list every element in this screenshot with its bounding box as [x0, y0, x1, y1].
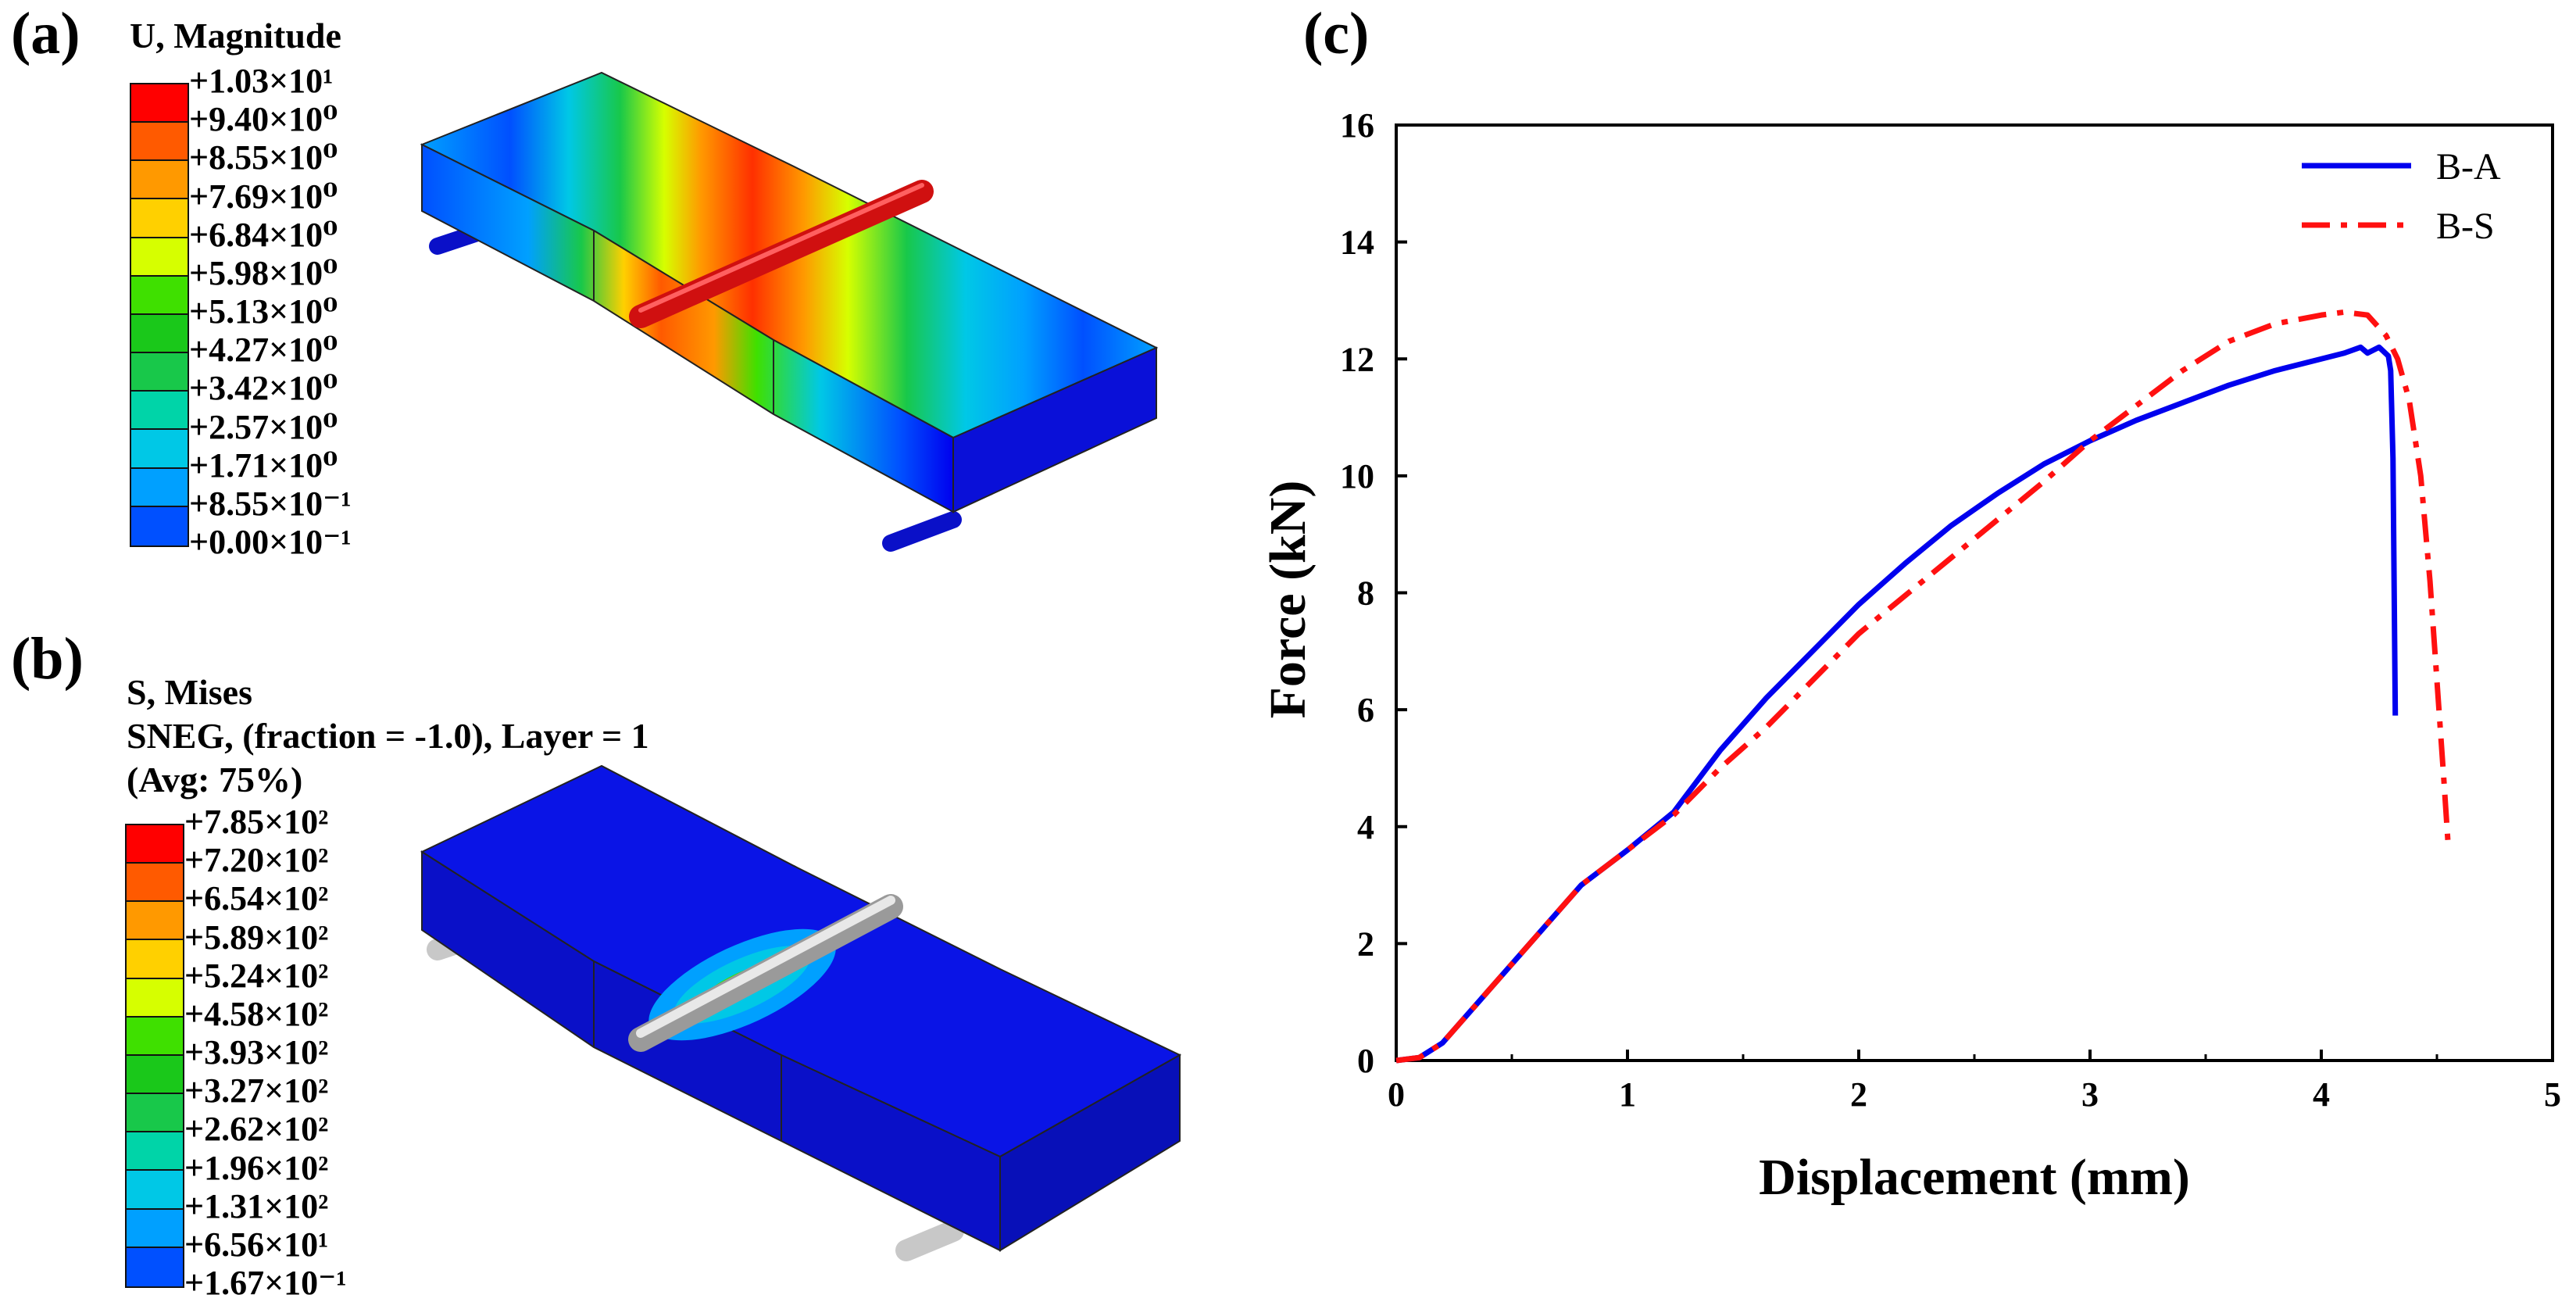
y-tick-label: 4 — [1357, 808, 1374, 846]
colorbar-tick-label: +7.20×10² — [184, 841, 329, 880]
colorbar-cell — [131, 506, 188, 545]
panel-a-legend-title: U, Magnitude — [130, 16, 341, 55]
colorbar-tick-label: +3.93×10² — [184, 1033, 329, 1071]
colorbar-tick-label: +3.27×10² — [184, 1071, 329, 1111]
colorbar-cell — [127, 1055, 183, 1095]
panel-a-label: (a) — [11, 1, 80, 66]
colorbar-tick-label: +8.55×10⁻¹ — [189, 484, 352, 523]
y-tick-label: 6 — [1357, 691, 1374, 729]
y-tick-label: 16 — [1340, 106, 1374, 145]
colorbar-tick-label: +7.69×10⁰ — [189, 177, 338, 216]
x-tick-label: 1 — [1619, 1075, 1636, 1114]
colorbar-cell — [127, 978, 183, 1018]
panel-b-legend-title-line-2: SNEG, (fraction = -1.0), Layer = 1 — [127, 716, 649, 756]
colorbar-tick-label: +3.42×10⁰ — [189, 369, 338, 408]
colorbar-tick-label: +1.71×10⁰ — [189, 445, 338, 485]
panel-b-legend-title-line-1: S, Mises — [127, 672, 252, 712]
colorbar-cell — [127, 1209, 183, 1248]
colorbar-tick-label: +9.40×10⁰ — [189, 100, 338, 139]
colorbar-cell — [131, 199, 188, 238]
colorbar-cell — [127, 1247, 183, 1286]
colorbar-tick-label: +5.98×10⁰ — [189, 253, 338, 292]
panel-b-colorbar — [125, 824, 184, 1288]
y-tick-label: 10 — [1340, 457, 1374, 495]
y-tick-label: 2 — [1357, 925, 1374, 963]
colorbar-cell — [131, 392, 188, 431]
colorbar-cell — [131, 84, 188, 123]
x-tick-label: 4 — [2313, 1075, 2330, 1114]
colorbar-cell — [127, 940, 183, 979]
panel-b-beam-contour — [420, 764, 1182, 1261]
legend-label: B-S — [2436, 206, 2495, 247]
legend-label: B-A — [2436, 146, 2501, 188]
series-line-b-s — [1395, 309, 2452, 1064]
colorbar-cell — [131, 161, 188, 200]
colorbar-cell — [131, 314, 188, 354]
y-tick-label: 8 — [1357, 574, 1374, 613]
panel-c-label: (c) — [1303, 1, 1370, 66]
y-tick-label: 0 — [1357, 1042, 1374, 1080]
x-axis-label: Displacement (mm) — [1759, 1149, 2190, 1206]
y-tick-label: 14 — [1340, 224, 1374, 262]
colorbar-tick-label: +6.54×10² — [184, 879, 329, 918]
x-tick-label: 2 — [1850, 1075, 1867, 1114]
colorbar-tick-label: +1.31×10² — [184, 1186, 329, 1225]
colorbar-tick-label: +6.56×10¹ — [184, 1225, 329, 1264]
colorbar-tick-label: +1.96×10² — [184, 1148, 329, 1187]
colorbar-tick-label: +5.13×10⁰ — [189, 292, 338, 331]
colorbar-tick-label: +6.84×10⁰ — [189, 215, 338, 254]
colorbar-tick-label: +8.55×10⁰ — [189, 138, 338, 177]
colorbar-tick-label: +7.85×10² — [184, 803, 329, 841]
colorbar-cell — [127, 1171, 183, 1210]
plot-area-frame — [1395, 123, 2554, 1062]
colorbar-cell — [131, 276, 188, 315]
colorbar-cell — [127, 1132, 183, 1171]
colorbar-cell — [131, 238, 188, 277]
colorbar-tick-label: +2.62×10² — [184, 1110, 329, 1149]
x-tick-label: 3 — [2081, 1075, 2099, 1114]
panel-a-beam-contour — [420, 71, 1159, 552]
colorbar-cell — [131, 123, 188, 162]
y-axis-label: Force (kN) — [1259, 481, 1317, 719]
colorbar-tick-label: +2.57×10⁰ — [189, 407, 338, 446]
colorbar-cell — [131, 468, 188, 507]
colorbar-cell — [127, 825, 183, 864]
x-tick-label: 0 — [1388, 1075, 1405, 1114]
colorbar-cell — [127, 1094, 183, 1133]
panel-a-colorbar — [130, 83, 189, 547]
colorbar-cell — [127, 1017, 183, 1056]
colorbar-tick-label: +4.27×10⁰ — [189, 331, 338, 370]
y-tick-label: 12 — [1340, 340, 1374, 378]
colorbar-tick-label: +4.58×10² — [184, 994, 329, 1033]
colorbar-cell — [131, 430, 188, 469]
panel-b-legend-title-line-3: (Avg: 75%) — [127, 760, 303, 799]
colorbar-tick-label: +0.00×10⁻¹ — [189, 523, 352, 561]
colorbar-cell — [127, 864, 183, 903]
x-tick-label: 5 — [2544, 1075, 2561, 1114]
series-line-b-a — [1395, 344, 2399, 1064]
panel-b-label: (b) — [11, 626, 84, 692]
colorbar-cell — [131, 353, 188, 392]
colorbar-tick-label: +1.03×10¹ — [189, 62, 334, 100]
colorbar-tick-label: +5.89×10² — [184, 917, 329, 957]
colorbar-tick-label: +5.24×10² — [184, 956, 329, 995]
colorbar-cell — [127, 902, 183, 941]
